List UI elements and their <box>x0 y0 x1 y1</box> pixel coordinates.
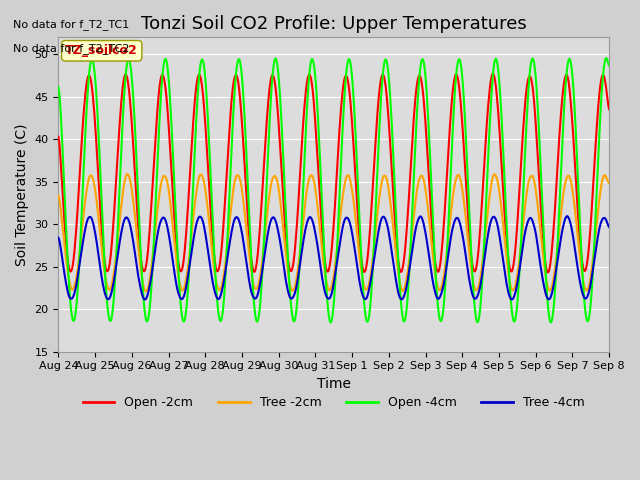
Legend: Open -2cm, Tree -2cm, Open -4cm, Tree -4cm: Open -2cm, Tree -2cm, Open -4cm, Tree -4… <box>78 391 589 414</box>
Title: Tonzi Soil CO2 Profile: Upper Temperatures: Tonzi Soil CO2 Profile: Upper Temperatur… <box>141 15 527 33</box>
Text: TZ_soilco2: TZ_soilco2 <box>65 44 138 57</box>
Text: No data for f_T2_TC1: No data for f_T2_TC1 <box>13 19 129 30</box>
X-axis label: Time: Time <box>317 377 351 391</box>
Text: No data for f_T2_TC2: No data for f_T2_TC2 <box>13 43 129 54</box>
Y-axis label: Soil Temperature (C): Soil Temperature (C) <box>15 123 29 266</box>
